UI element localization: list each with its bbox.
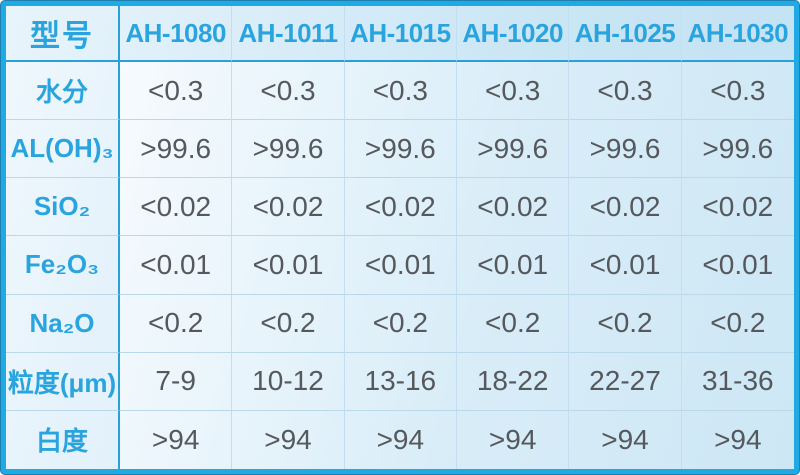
table-cell: <0.01 bbox=[232, 236, 345, 295]
table-cell: 13-16 bbox=[344, 352, 457, 411]
table-cell: >99.6 bbox=[344, 120, 457, 179]
row-header-sio2: SiO₂ bbox=[6, 178, 120, 237]
table-cell: <0.01 bbox=[457, 236, 570, 295]
table-cell: >94 bbox=[120, 410, 233, 469]
column-header-ah-1020: AH-1020 bbox=[457, 6, 570, 62]
column-header-ah-1080: AH-1080 bbox=[120, 6, 233, 62]
table-cell: <0.01 bbox=[681, 236, 794, 295]
table-cell: >94 bbox=[232, 410, 345, 469]
table-cell: <0.3 bbox=[457, 62, 570, 121]
table-cell: <0.3 bbox=[681, 62, 794, 121]
table-cell: <0.2 bbox=[569, 294, 682, 353]
table-cell: 22-27 bbox=[569, 352, 682, 411]
table-cell: 18-22 bbox=[457, 352, 570, 411]
table-cell: >94 bbox=[714, 423, 762, 455]
table-cell: 7-9 bbox=[120, 352, 233, 411]
corner-header-model: 型号 bbox=[6, 6, 120, 62]
table-cell: <0.3 bbox=[569, 62, 682, 121]
table-cell: >94 bbox=[457, 410, 570, 469]
product-spec-table: 型号 AH-1080 AH-1011 AH-1015 AH-1020 AH-10… bbox=[6, 6, 794, 469]
table-cell: >94 bbox=[569, 410, 682, 469]
table-cell: >99.6 bbox=[232, 120, 345, 179]
column-header-ah-1011: AH-1011 bbox=[232, 6, 345, 62]
table-cell: <0.02 bbox=[120, 178, 233, 237]
table-cell: <0.2 bbox=[344, 294, 457, 353]
row-header-whiteness: 白度 bbox=[6, 410, 120, 469]
table-cell: <0.2 bbox=[457, 294, 570, 353]
table-cell: <0.02 bbox=[681, 178, 794, 237]
table-cell: <0.01 bbox=[344, 236, 457, 295]
row-header-aloh3: AL(OH)₃ bbox=[6, 120, 120, 179]
table-cell: <0.2 bbox=[232, 294, 345, 353]
table-cell: <0.02 bbox=[569, 178, 682, 237]
table-cell: >99.6 bbox=[681, 120, 794, 179]
column-header-ah-1015: AH-1015 bbox=[344, 6, 457, 62]
table-cell: <0.02 bbox=[344, 178, 457, 237]
column-header-ah-1025: AH-1025 bbox=[569, 6, 682, 62]
table-cell: <0.01 bbox=[569, 236, 682, 295]
table-cell: >99.6 bbox=[120, 120, 233, 179]
table-cell: <0.02 bbox=[232, 178, 345, 237]
table-cell: >94 bbox=[345, 410, 457, 469]
table-cell: <0.02 bbox=[457, 178, 570, 237]
table-cell: >99.6 bbox=[457, 120, 570, 179]
table-cell: <0.3 bbox=[232, 62, 345, 121]
row-header-fe2o3: Fe₂O₃ bbox=[6, 236, 120, 295]
table-cell: <0.01 bbox=[120, 236, 233, 295]
row-header-moisture: 水分 bbox=[6, 62, 120, 121]
row-header-particle-size: 粒度(μm) bbox=[6, 352, 120, 411]
table-cell: <0.2 bbox=[120, 294, 233, 353]
row-header-na2o: Na₂O bbox=[6, 294, 120, 353]
table-cell: <0.2 bbox=[681, 295, 794, 353]
table-cell: <0.3 bbox=[120, 62, 233, 121]
column-header-ah-1030: AH-1030 bbox=[681, 6, 794, 62]
table-cell: <0.3 bbox=[344, 62, 457, 121]
table-cell: 31-36 bbox=[681, 353, 794, 411]
table-cell: 10-12 bbox=[232, 352, 345, 411]
table-cell: >99.6 bbox=[569, 120, 682, 179]
